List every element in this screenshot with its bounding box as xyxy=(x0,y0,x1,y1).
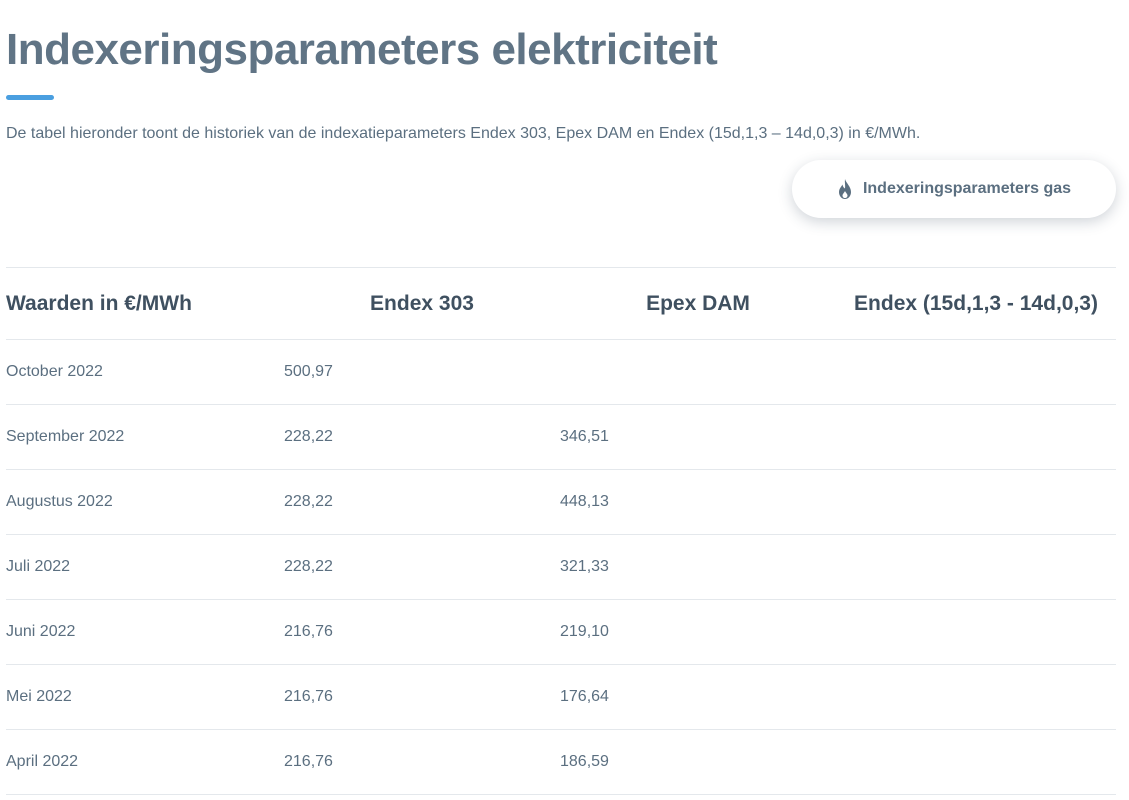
table-row: Juni 2022 216,76 219,10 xyxy=(6,599,1116,665)
title-accent-bar xyxy=(6,95,54,100)
cell-endex-303: 228,22 xyxy=(284,534,560,600)
cell-endex-303: 228,22 xyxy=(284,469,560,535)
table-row: Juli 2022 228,22 321,33 xyxy=(6,534,1116,600)
cell-month: October 2022 xyxy=(6,339,284,405)
column-header-month: Waarden in €/MWh xyxy=(6,267,284,340)
column-header-endex-303: Endex 303 xyxy=(284,267,560,340)
cell-month: September 2022 xyxy=(6,404,284,470)
column-header-epex-dam: Epex DAM xyxy=(560,267,836,340)
gas-parameters-button[interactable]: Indexeringsparameters gas xyxy=(792,160,1116,218)
cell-epex-dam xyxy=(560,339,836,405)
page-title: Indexeringsparameters elektriciteit xyxy=(6,25,718,74)
cell-epex-dam: 176,64 xyxy=(560,664,836,730)
cell-month: Augustus 2022 xyxy=(6,469,284,535)
cell-endex-303: 216,76 xyxy=(284,729,560,795)
table-row: April 2022 216,76 186,59 xyxy=(6,729,1116,795)
table-row: Mei 2022 216,76 176,64 xyxy=(6,664,1116,730)
cell-endex-303: 500,97 xyxy=(284,339,560,405)
cell-epex-dam: 346,51 xyxy=(560,404,836,470)
table-row: Augustus 2022 228,22 448,13 xyxy=(6,469,1116,535)
cell-endex-303: 228,22 xyxy=(284,404,560,470)
column-header-endex-15d: Endex (15d,1,3 - 14d,0,3) xyxy=(836,267,1116,340)
cell-endex-303: 216,76 xyxy=(284,664,560,730)
cell-endex-15d xyxy=(836,664,1116,730)
cell-month: April 2022 xyxy=(6,729,284,795)
table-row: September 2022 228,22 346,51 xyxy=(6,404,1116,470)
cell-endex-15d xyxy=(836,339,1116,405)
cell-epex-dam: 219,10 xyxy=(560,599,836,665)
table-header-row: Waarden in €/MWh Endex 303 Epex DAM Ende… xyxy=(6,267,1116,340)
gas-parameters-button-label: Indexeringsparameters gas xyxy=(862,180,1072,197)
cell-endex-15d xyxy=(836,469,1116,535)
cell-month: Juli 2022 xyxy=(6,534,284,600)
cell-endex-303: 216,76 xyxy=(284,599,560,665)
cell-endex-15d xyxy=(836,534,1116,600)
cell-endex-15d xyxy=(836,404,1116,470)
parameters-table: Waarden in €/MWh Endex 303 Epex DAM Ende… xyxy=(6,267,1116,795)
cell-epex-dam: 321,33 xyxy=(560,534,836,600)
parameters-table-container: Waarden in €/MWh Endex 303 Epex DAM Ende… xyxy=(6,267,1116,795)
table-row: October 2022 500,97 xyxy=(6,339,1116,405)
cell-epex-dam: 186,59 xyxy=(560,729,836,795)
cell-month: Juni 2022 xyxy=(6,599,284,665)
cell-epex-dam: 448,13 xyxy=(560,469,836,535)
cell-endex-15d xyxy=(836,729,1116,795)
intro-text: De tabel hieronder toont de historiek va… xyxy=(6,125,921,142)
cell-month: Mei 2022 xyxy=(6,664,284,730)
flame-icon xyxy=(837,178,853,200)
cell-endex-15d xyxy=(836,599,1116,665)
